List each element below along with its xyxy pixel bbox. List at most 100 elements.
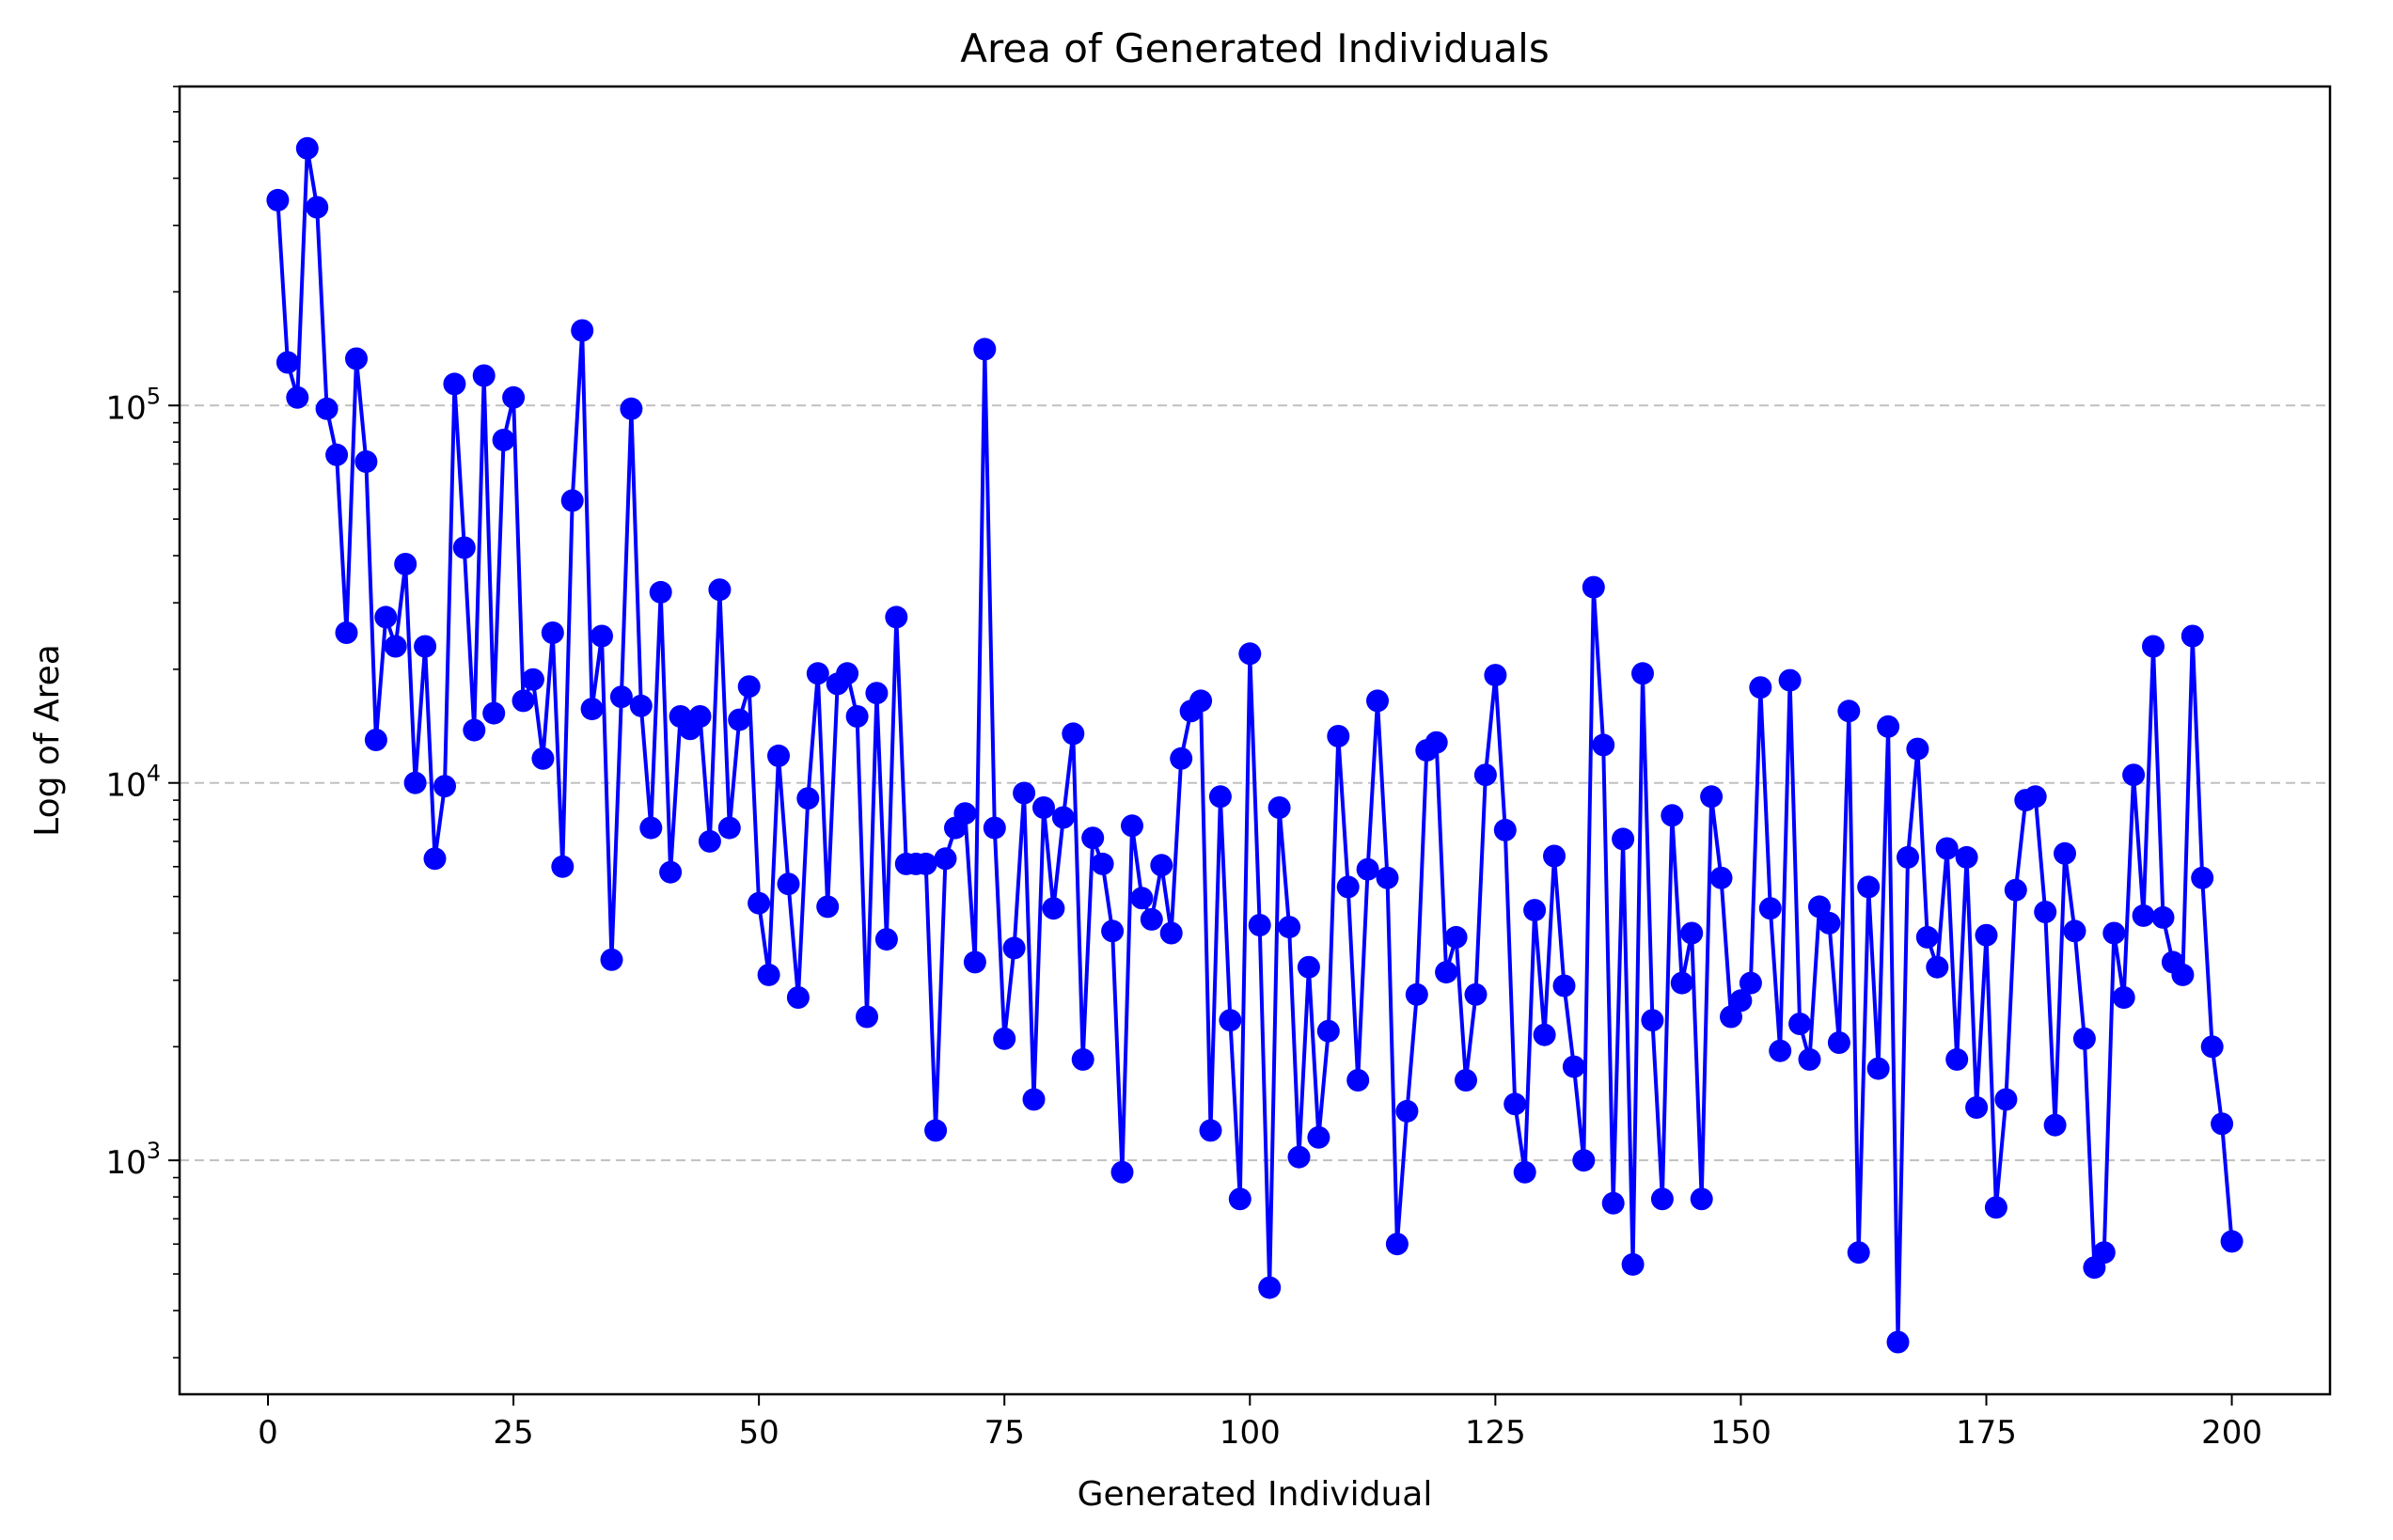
data-point xyxy=(1906,737,1929,761)
data-point xyxy=(492,429,515,451)
data-point xyxy=(2220,1230,2243,1253)
data-point xyxy=(1258,1276,1282,1299)
data-point xyxy=(354,450,378,473)
data-point xyxy=(1091,852,1114,875)
data-point xyxy=(1778,668,1802,692)
data-point xyxy=(1788,1013,1812,1035)
series xyxy=(266,136,2243,1354)
data-point xyxy=(2072,1027,2096,1050)
y-tick-label: 105 xyxy=(105,383,161,427)
data-point xyxy=(688,705,712,728)
data-point xyxy=(1582,575,1605,599)
data-point xyxy=(276,351,299,374)
data-point xyxy=(856,1005,878,1029)
data-point xyxy=(482,701,506,725)
data-point xyxy=(1484,664,1507,687)
data-point xyxy=(1307,1125,1330,1149)
data-point xyxy=(649,580,672,604)
data-point xyxy=(423,847,447,871)
y-tick-label: 104 xyxy=(105,761,161,805)
data-point xyxy=(757,963,780,986)
data-point xyxy=(1994,1088,2018,1111)
data-point xyxy=(1572,1149,1596,1172)
data-point xyxy=(1621,1252,1645,1276)
data-point xyxy=(1827,1031,1850,1054)
data-point xyxy=(1818,911,1841,935)
data-point xyxy=(973,338,997,361)
data-point xyxy=(2034,901,2057,923)
data-point xyxy=(1729,989,1753,1013)
data-point xyxy=(2211,1112,2234,1136)
data-point xyxy=(1631,662,1654,685)
data-point xyxy=(512,689,535,713)
data-point xyxy=(963,951,986,974)
data-point xyxy=(1464,982,1488,1006)
data-point xyxy=(1915,925,1939,949)
data-point xyxy=(629,694,653,717)
data-point xyxy=(1150,854,1173,877)
data-point xyxy=(1533,1023,1556,1046)
data-point xyxy=(1356,857,1379,881)
data-point xyxy=(600,948,623,971)
data-point xyxy=(1405,982,1428,1006)
data-point xyxy=(806,662,829,685)
data-point xyxy=(1670,971,1693,995)
data-point xyxy=(1316,1019,1340,1043)
data-point xyxy=(1062,722,1085,746)
data-point xyxy=(609,685,633,709)
data-point xyxy=(1425,731,1448,754)
data-point xyxy=(433,775,456,798)
data-point xyxy=(874,928,898,951)
data-point xyxy=(1984,1196,2007,1219)
data-point xyxy=(1228,1187,1252,1211)
data-point xyxy=(1208,785,1232,809)
data-point xyxy=(796,787,820,810)
data-point xyxy=(1650,1187,1674,1211)
data-point xyxy=(2043,1113,2067,1137)
data-point xyxy=(1238,642,1262,666)
data-point xyxy=(1886,1330,1910,1354)
x-tick-label: 125 xyxy=(1465,1414,1526,1452)
x-tick-label: 200 xyxy=(2201,1414,2262,1452)
data-point xyxy=(924,1119,948,1142)
data-point xyxy=(786,986,810,1009)
data-point xyxy=(2112,986,2135,1009)
data-point xyxy=(1366,689,1389,713)
data-point xyxy=(1945,1047,1969,1071)
data-point xyxy=(1287,1145,1311,1169)
data-point xyxy=(571,319,594,342)
data-point xyxy=(1170,746,1193,770)
data-point xyxy=(1336,875,1360,899)
x-tick-label: 50 xyxy=(738,1414,779,1452)
data-point xyxy=(1769,1039,1792,1062)
data-point xyxy=(865,682,889,705)
data-point xyxy=(295,136,319,160)
data-point xyxy=(2054,841,2076,865)
data-point xyxy=(1543,844,1566,868)
data-point xyxy=(620,397,643,420)
y-axis: 103 104 105 xyxy=(105,86,180,1359)
data-point xyxy=(1503,1092,1527,1116)
data-point xyxy=(2171,963,2195,986)
data-point xyxy=(531,746,555,770)
data-point xyxy=(1612,827,1635,851)
data-point xyxy=(639,816,663,840)
data-point xyxy=(1071,1047,1094,1071)
data-point xyxy=(914,852,937,875)
data-point xyxy=(345,347,368,370)
data-point xyxy=(1395,1099,1419,1123)
data-point xyxy=(384,635,407,658)
data-point xyxy=(1720,1005,1742,1029)
x-tick-label: 0 xyxy=(258,1414,278,1452)
data-point xyxy=(1455,1069,1477,1092)
data-point xyxy=(1042,897,1065,920)
data-point xyxy=(885,605,908,629)
data-point xyxy=(502,385,526,409)
x-tick-label: 150 xyxy=(1710,1414,1771,1452)
data-point xyxy=(1189,689,1213,713)
data-point xyxy=(934,847,957,871)
data-point xyxy=(1248,914,1271,936)
data-point xyxy=(1857,875,1881,899)
x-tick-label: 175 xyxy=(1956,1414,2017,1452)
data-point xyxy=(1473,763,1497,787)
